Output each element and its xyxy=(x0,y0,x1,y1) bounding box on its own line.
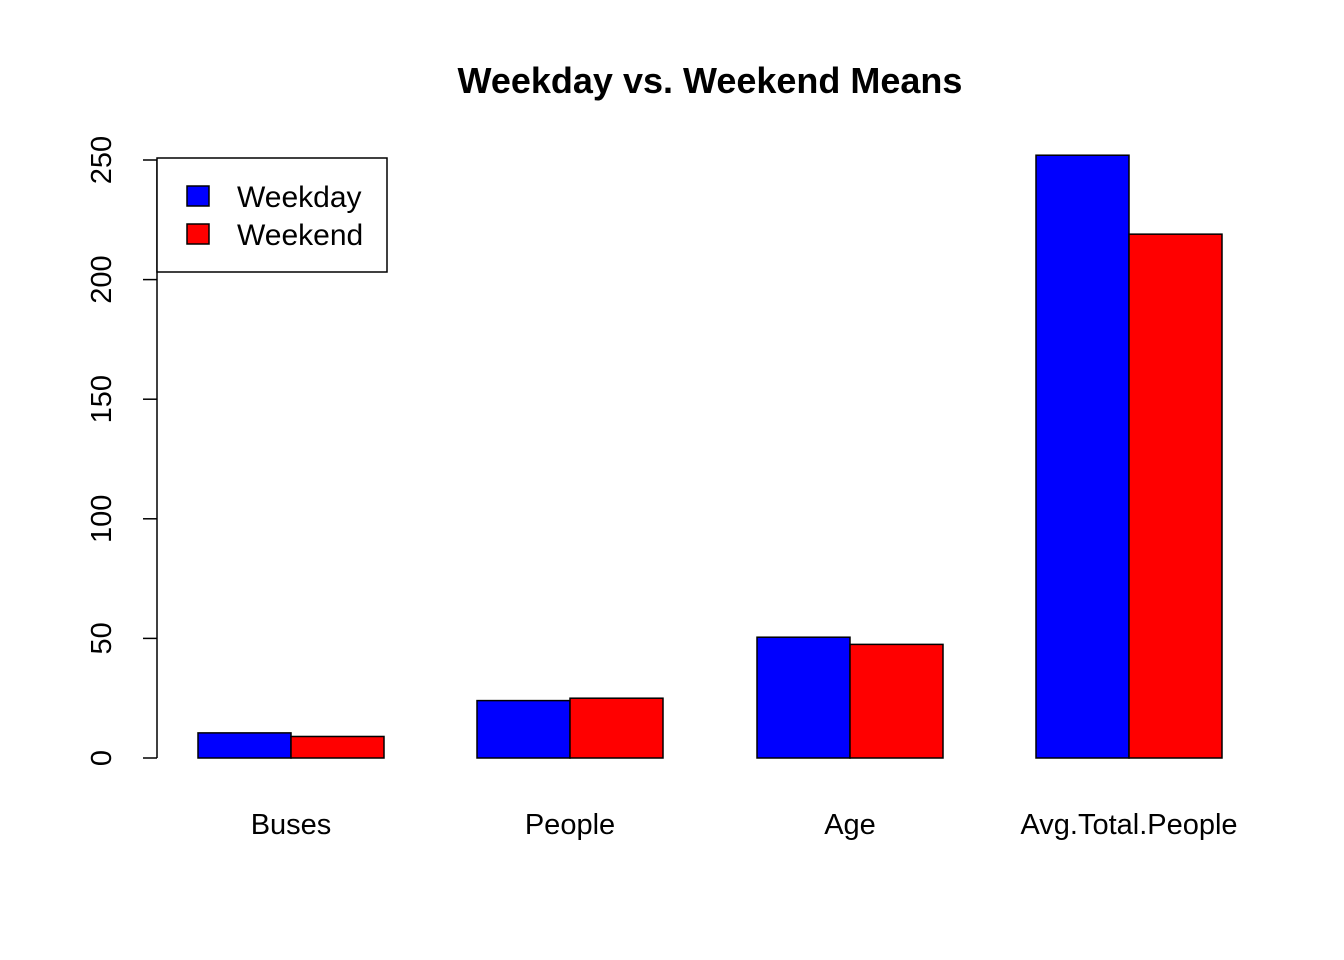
legend: Weekday Weekend xyxy=(156,157,388,273)
x-category-label: Age xyxy=(824,809,876,841)
bar-weekday-buses xyxy=(197,732,292,759)
bar-weekend-buses xyxy=(290,735,385,759)
legend-label-weekend: Weekend xyxy=(237,219,363,252)
x-category-label: Avg.Total.People xyxy=(1020,809,1237,841)
y-tick-label: 100 xyxy=(86,495,118,543)
bar-weekday-avg-total-people xyxy=(1035,154,1130,759)
bar-weekend-avg-total-people xyxy=(1128,233,1223,759)
x-category-label: People xyxy=(525,809,615,841)
bar-weekend-age xyxy=(849,643,944,759)
bar-weekday-age xyxy=(756,636,851,759)
y-tick-label: 200 xyxy=(86,255,118,303)
y-tick-label: 0 xyxy=(86,750,118,766)
legend-swatch-weekend xyxy=(186,223,210,245)
legend-label-weekday: Weekday xyxy=(237,181,362,214)
x-category-label: Buses xyxy=(251,809,332,841)
legend-box xyxy=(156,157,388,273)
y-tick-label: 50 xyxy=(86,622,118,654)
x-axis-labels: Buses People Age Avg.Total.People xyxy=(251,809,1238,841)
y-axis: 0 50 100 150 200 250 xyxy=(86,136,158,766)
bars-group xyxy=(197,154,1223,759)
y-tick-label: 150 xyxy=(86,375,118,423)
legend-swatch-weekday xyxy=(186,185,210,207)
bar-weekday-people xyxy=(476,699,571,759)
chart-title: Weekday vs. Weekend Means xyxy=(458,60,963,101)
bar-weekend-people xyxy=(569,697,664,759)
y-tick-label: 250 xyxy=(86,136,118,184)
